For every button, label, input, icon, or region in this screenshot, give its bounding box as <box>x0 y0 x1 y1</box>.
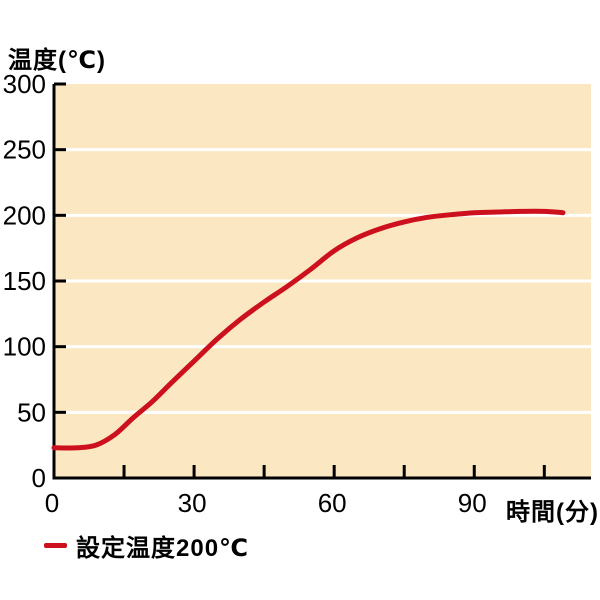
x-tick-label-60: 60 <box>318 488 347 518</box>
legend: 設定温度200℃ <box>44 528 249 563</box>
y-tick-label-200: 200 <box>3 200 46 230</box>
series-line-0 <box>51 208 566 451</box>
x-tick-label-0: 0 <box>45 488 59 518</box>
y-tick-label-50: 50 <box>17 397 46 427</box>
y-axis-title: 温度(℃) <box>8 47 107 74</box>
y-tick-label-300: 300 <box>3 69 46 99</box>
legend-label: 設定温度200℃ <box>76 535 250 562</box>
y-tick-label-0: 0 <box>32 463 46 493</box>
y-tick-label-150: 150 <box>3 266 46 296</box>
x-axis-title: 時間(分) <box>506 499 599 526</box>
y-tick-label-250: 250 <box>3 135 46 165</box>
y-tick-label-100: 100 <box>3 332 46 362</box>
x-tick-label-30: 30 <box>178 488 207 518</box>
x-tick-label-90: 90 <box>458 488 487 518</box>
legend-line-swatch <box>44 543 67 548</box>
